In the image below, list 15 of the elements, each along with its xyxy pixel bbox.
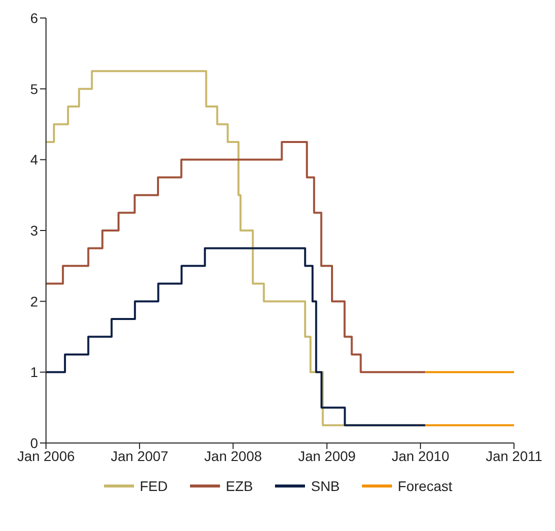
legend-label: Forecast — [398, 478, 452, 494]
legend-label: SNB — [310, 478, 340, 494]
y-tick-label: 6 — [30, 10, 38, 26]
x-tick-label: Jan 2009 — [298, 448, 356, 464]
y-tick-label: 4 — [30, 152, 38, 168]
x-tick-label: Jan 2010 — [392, 448, 450, 464]
legend-label: EZB — [226, 478, 253, 494]
y-tick-label: 5 — [30, 80, 38, 97]
y-tick-label: 3 — [30, 222, 38, 238]
legend-label: FED — [140, 478, 168, 494]
x-tick-label: Jan 2007 — [110, 448, 169, 464]
y-tick-label: 1 — [30, 364, 38, 380]
x-tick-label: Jan 2008 — [204, 448, 262, 464]
x-tick-label: Jan 2011 — [486, 448, 542, 464]
y-tick-label: 2 — [30, 293, 38, 310]
